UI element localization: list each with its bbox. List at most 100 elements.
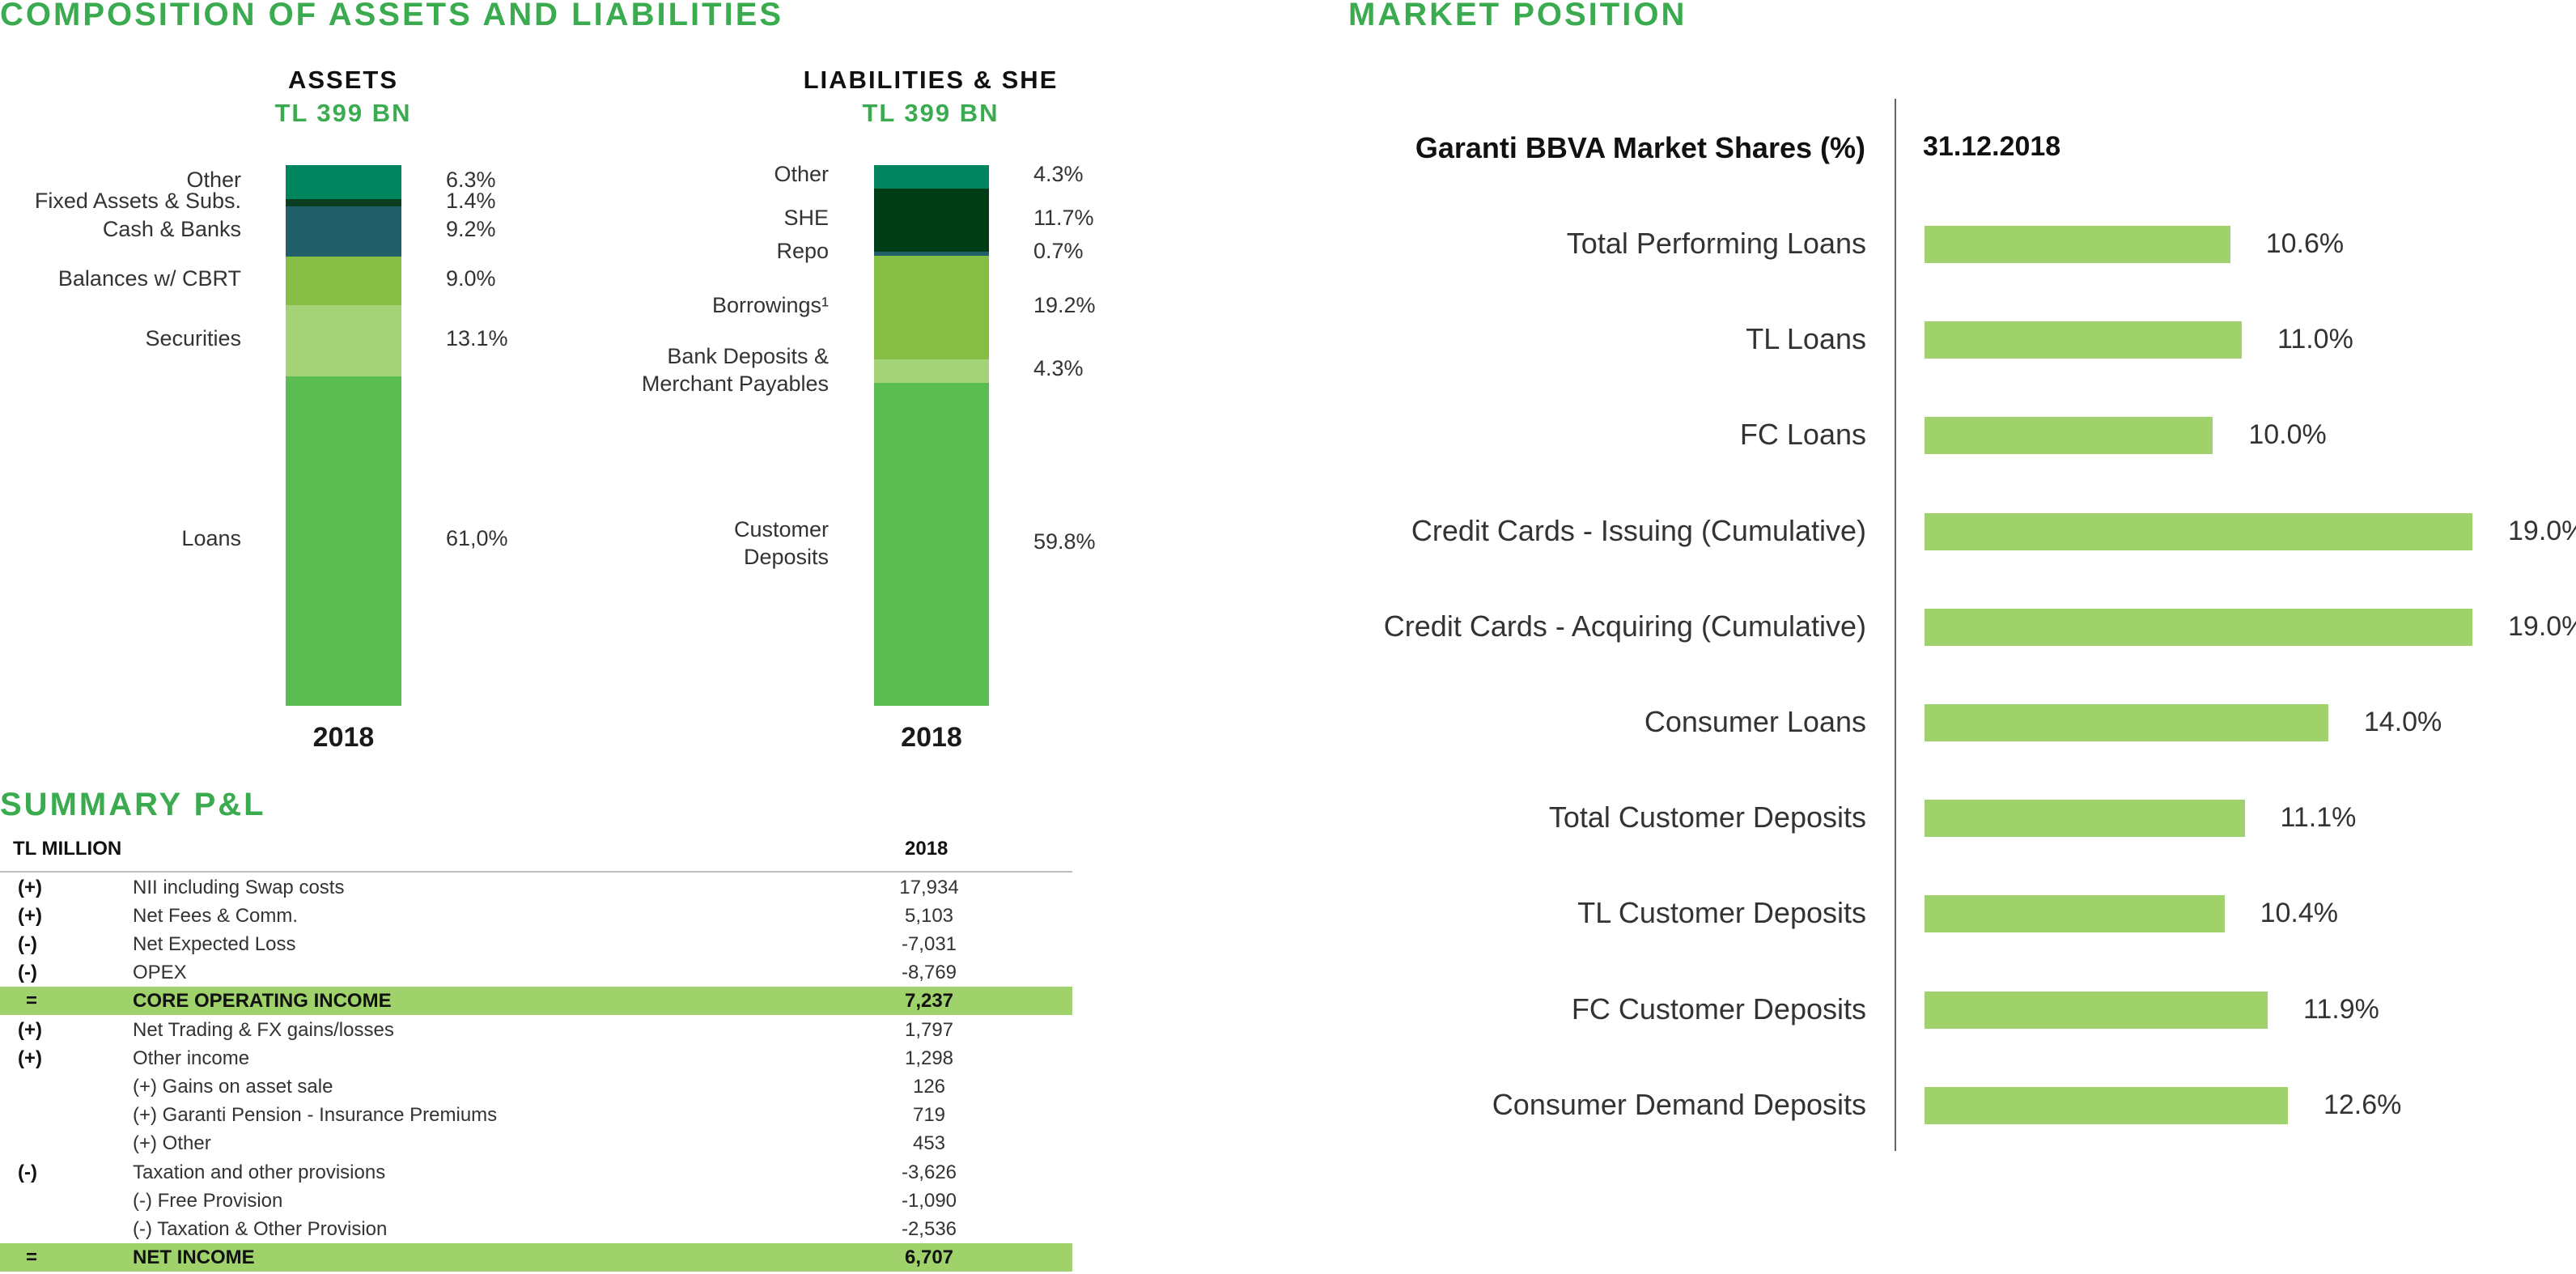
pl-row: (+) Net Trading & FX gains/losses 1,797 [0,1016,1072,1044]
liabilities-segment-value: 19.2% [1033,292,1096,317]
assets-segment-3 [286,256,401,305]
pl-row-label: Net Fees & Comm. [133,904,299,927]
pl-row-value: -8,769 [901,962,957,984]
assets-segment-5 [286,376,401,706]
market-share-bar [1925,800,2245,838]
liabilities-segment-value: 59.8% [1033,529,1096,554]
market-share-category-label: Total Customer Deposits [1548,800,1866,834]
assets-segment-2 [286,206,401,257]
market-share-bar [1925,226,2230,263]
assets-segment-4 [286,305,401,376]
pl-row: (-) OPEX -8,769 [0,958,1072,987]
pl-unit-label: TL MILLION [13,838,122,860]
market-share-category-label: TL Loans [1746,322,1866,356]
liabilities-segment-1 [874,188,989,252]
assets-segment-value: 6.3% [446,168,496,193]
assets-year-label: 2018 [312,722,375,753]
pl-row-label: (+) Gains on asset sale [133,1075,333,1098]
pl-year-header: 2018 [905,838,948,860]
assets-segment-value: 13.1% [446,325,508,350]
liabilities-segment-5 [874,382,989,706]
pl-row-label: (-) Taxation & Other Provision [133,1217,388,1240]
market-share-value-label: 10.6% [2265,228,2345,259]
pl-row-label: (+) Other [133,1132,211,1155]
pl-row-value: 719 [912,1104,946,1127]
market-share-category-label: Credit Cards - Issuing (Cumulative) [1411,513,1866,547]
liabilities-year-label: 2018 [901,722,962,753]
pl-row-value: -3,626 [901,1161,957,1183]
pl-row-sign: (+) [18,876,42,898]
pl-row-label: OPEX [133,962,187,984]
pl-row: (+) Gains on asset sale 126 [0,1072,1072,1101]
liabilities-segment-label: Repo [776,239,829,264]
pl-row-value: -7,031 [901,932,957,955]
market-share-bar [1925,321,2242,359]
market-share-bar [1925,417,2213,455]
pl-row-sign: (+) [18,1018,42,1041]
assets-segment-label: Loans [181,526,241,551]
market-share-category-label: FC Customer Deposits [1571,992,1866,1026]
assets-segment-value: 9.2% [446,217,496,242]
assets-segment-1 [286,199,401,207]
assets-segment-label: Balances w/ CBRT [57,265,241,291]
liabilities-segment-label: Borrowings¹ [711,292,829,317]
market-share-bar [1925,512,2472,550]
liabilities-segment-label: SHE [783,205,829,230]
pl-row-label: Taxation and other provisions [133,1161,386,1183]
pl-row-value: 7,237 [904,990,954,1013]
assets-title: ASSETS [287,66,399,94]
market-share-value-label: 11.0% [2277,324,2353,355]
pl-total-row: = NET INCOME 6,707 [0,1243,1072,1272]
liabilities-stacked-bar [874,165,989,706]
assets-segment-0 [286,165,401,200]
pl-row-label: NET INCOME [133,1246,255,1269]
pl-row-label: (+) Garanti Pension - Insurance Premiums [133,1104,498,1127]
pl-row-sign: = [26,990,38,1013]
market-share-category-label: TL Customer Deposits [1577,896,1866,930]
liabilities-segment-value: 11.7% [1033,205,1094,230]
pl-row-sign: (-) [18,932,37,955]
assets-segment-label: Fixed Assets & Subs. [34,188,241,213]
liabilities-segment-2 [874,251,989,256]
assets-segment-value: 9.0% [446,265,496,291]
pl-row: (+) Other income 1,298 [0,1044,1072,1072]
market-share-header: Garanti BBVA Market Shares (%) [1415,131,1865,164]
pl-row-value: 17,934 [899,876,959,898]
market-share-category-label: Consumer Demand Deposits [1492,1087,1866,1121]
market-share-bar [1925,895,2225,933]
pl-row-value: -1,090 [901,1189,957,1212]
market-share-value-label: 11.1% [2280,802,2357,834]
liabilities-title: LIABILITIES & SHE [803,66,1059,94]
market-share-value-label: 10.4% [2260,898,2338,929]
pl-row-value: 5,103 [904,904,954,927]
market-share-date: 31.12.2018 [1923,131,2061,162]
pl-row-sign: (-) [18,1161,37,1183]
market-share-category-label: Credit Cards - Acquiring (Cumulative) [1383,609,1866,643]
pl-row: (+) NII including Swap costs 17,934 [0,873,1072,902]
pl-row-label: Net Trading & FX gains/losses [133,1018,394,1041]
pl-row-label: Net Expected Loss [133,932,296,955]
pl-row-value: 1,298 [904,1047,954,1069]
pl-row-label: CORE OPERATING INCOME [133,990,392,1013]
pl-row-sign: (+) [18,1047,42,1069]
pl-row-sign: = [26,1246,38,1269]
assets-segment-value: 61,0% [446,526,508,551]
liabilities-segment-label: Customer Deposits [733,517,829,570]
market-share-category-label: Total Performing Loans [1566,227,1866,260]
pl-row-value: 453 [912,1132,946,1155]
market-share-bar [1925,991,2268,1029]
assets-header: ASSETS TL 399 BN [262,67,424,125]
liabilities-segment-value: 4.3% [1033,162,1084,187]
summary-pl-title: SUMMARY P&L [0,787,266,822]
liabilities-segment-4 [874,359,989,383]
pl-total-row: = CORE OPERATING INCOME 7,237 [0,987,1072,1016]
liabilities-segment-value: 4.3% [1033,356,1084,381]
market-share-category-label: FC Loans [1739,418,1866,452]
pl-row-sign: (+) [18,904,42,927]
market-share-value-label: 10.0% [2248,419,2327,451]
pl-row-label: Other income [133,1047,250,1069]
assets-segment-label: Securities [145,325,241,350]
composition-section-title: COMPOSITION OF ASSETS AND LIABILITIES [0,0,784,32]
market-share-value-label: 14.0% [2363,707,2442,737]
market-position-section-title: MARKET POSITION [1348,0,1687,32]
